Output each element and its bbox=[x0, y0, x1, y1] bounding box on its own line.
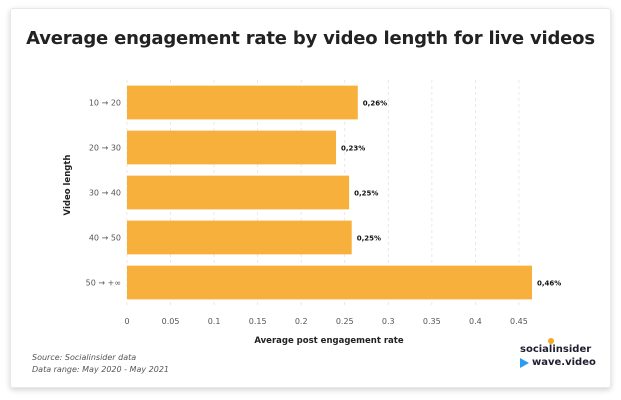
x-tick-label: 0.3 bbox=[382, 317, 395, 326]
bar bbox=[127, 130, 337, 165]
socialinsider-logo: socialinsider bbox=[520, 344, 592, 355]
socialinsider-logo-dot bbox=[548, 338, 554, 344]
x-tick-label: 0.4 bbox=[469, 317, 482, 326]
data-label: 0,25% bbox=[354, 190, 378, 198]
bar bbox=[127, 175, 350, 210]
data-label: 0,25% bbox=[357, 235, 381, 243]
source-line: Source: Socialinsider data bbox=[32, 353, 137, 362]
y-axis-title: Video length bbox=[63, 155, 73, 216]
bar bbox=[127, 85, 358, 120]
data-label: 0,26% bbox=[363, 100, 387, 108]
category-label: 50 → +∞ bbox=[86, 279, 121, 288]
x-tick-label: 0 bbox=[124, 317, 129, 326]
data-label: 0,46% bbox=[537, 280, 561, 288]
x-axis-title: Average post engagement rate bbox=[254, 336, 403, 346]
bar bbox=[127, 220, 352, 255]
x-tick-label: 0.1 bbox=[208, 317, 221, 326]
x-tick-label: 0.35 bbox=[423, 317, 441, 326]
data-range-line: Data range: May 2020 - May 2021 bbox=[32, 365, 169, 374]
x-tick-label: 0.05 bbox=[162, 317, 180, 326]
data-label: 0,23% bbox=[341, 145, 365, 153]
category-label: 20 → 30 bbox=[89, 144, 121, 153]
x-tick-label: 0.45 bbox=[510, 317, 528, 326]
source-note: Source: Socialinsider data Data range: M… bbox=[32, 352, 169, 376]
chart-title: Average engagement rate by video length … bbox=[26, 28, 595, 49]
wave-video-logo: wave.video bbox=[532, 357, 596, 368]
brand-logos: socialinsider wave.video bbox=[520, 338, 600, 368]
bar bbox=[127, 265, 532, 300]
category-label: 10 → 20 bbox=[89, 99, 121, 108]
category-label: 40 → 50 bbox=[89, 234, 121, 243]
x-tick-label: 0.25 bbox=[336, 317, 354, 326]
wave-video-play-icon bbox=[520, 357, 529, 368]
category-label: 30 → 40 bbox=[89, 189, 121, 198]
x-tick-label: 0.15 bbox=[249, 317, 267, 326]
x-tick-label: 0.2 bbox=[295, 317, 308, 326]
